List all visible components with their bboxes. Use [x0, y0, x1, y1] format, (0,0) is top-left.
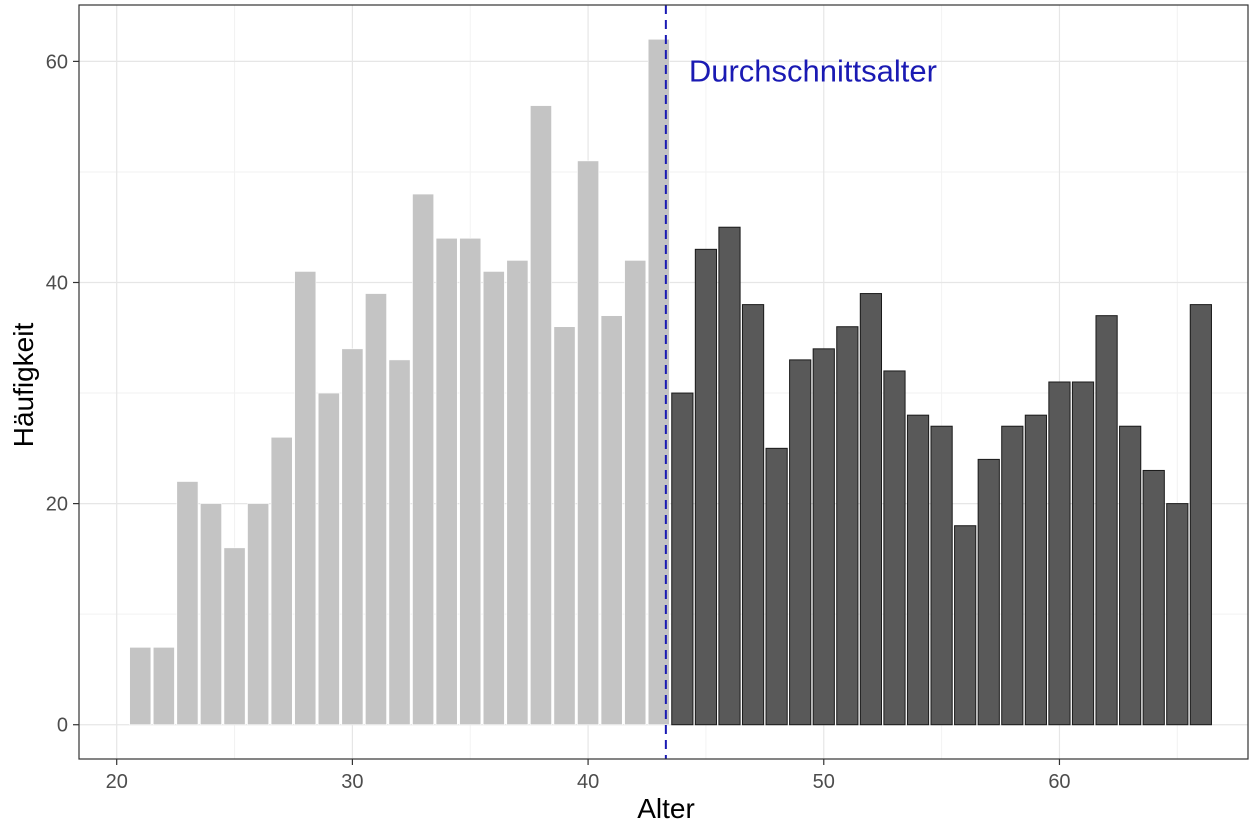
x-tick-label: 40	[577, 771, 599, 793]
y-tick-label: 0	[57, 715, 68, 737]
x-tick-label: 60	[1048, 771, 1070, 793]
bar-above-mean	[812, 348, 835, 726]
bar-above-mean	[836, 326, 859, 726]
x-tick-label: 20	[106, 771, 128, 793]
bar-below-mean	[435, 237, 458, 726]
bar-above-mean	[718, 226, 741, 726]
bar-below-mean	[412, 193, 435, 726]
bar-below-mean	[506, 260, 529, 726]
bar-above-mean	[954, 525, 977, 726]
y-axis-ticks: 0 20 40 60	[46, 51, 79, 737]
bar-above-mean	[977, 458, 1000, 726]
bars	[129, 38, 1212, 726]
bar-below-mean	[200, 503, 222, 726]
bar-below-mean	[341, 348, 364, 726]
bar-above-mean	[930, 425, 953, 726]
x-axis-title: Alter	[637, 793, 695, 824]
mean-marker: Durchschnittsalter	[664, 5, 937, 759]
y-tick-label: 40	[46, 272, 68, 294]
bar-below-mean	[294, 271, 317, 726]
bar-above-mean	[1071, 381, 1095, 726]
bar-below-mean	[365, 293, 387, 726]
bar-below-mean	[129, 647, 152, 726]
bar-below-mean	[624, 260, 647, 726]
x-axis-ticks: 20 30 40 50 60	[106, 759, 1071, 793]
bar-above-mean	[694, 248, 718, 726]
bar-below-mean	[152, 647, 175, 726]
bar-above-mean	[1142, 469, 1165, 726]
bar-above-mean	[1166, 503, 1189, 726]
bar-above-mean	[741, 304, 765, 726]
panel-border	[78, 4, 1249, 760]
y-tick-label: 60	[46, 51, 68, 73]
bar-below-mean	[247, 503, 270, 726]
bar-below-mean	[553, 326, 576, 726]
bar-above-mean	[1001, 425, 1024, 726]
bar-above-mean	[671, 392, 694, 726]
bar-below-mean	[176, 481, 199, 726]
bar-above-mean	[1189, 304, 1212, 726]
bar-below-mean	[530, 105, 552, 726]
y-axis-title: Häufigkeit	[8, 323, 39, 448]
bar-below-mean	[388, 359, 411, 726]
bar-below-mean	[317, 392, 340, 726]
bar-above-mean	[789, 359, 812, 726]
x-tick-label: 30	[341, 771, 363, 793]
bar-above-mean	[859, 293, 883, 726]
bar-below-mean	[577, 160, 599, 726]
bar-above-mean	[883, 370, 906, 726]
bar-below-mean	[459, 237, 482, 726]
bar-below-mean	[482, 271, 505, 726]
bar-above-mean	[1095, 315, 1118, 726]
bar-below-mean	[600, 315, 623, 726]
bar-below-mean	[223, 547, 246, 726]
x-tick-label: 50	[813, 771, 835, 793]
mean-label: Durchschnittsalter	[689, 53, 937, 88]
bar-below-mean	[647, 38, 670, 726]
bar-above-mean	[1119, 425, 1142, 726]
y-tick-label: 20	[46, 494, 68, 516]
bar-above-mean	[1048, 381, 1071, 726]
bar-below-mean	[270, 436, 293, 726]
bar-above-mean	[765, 447, 788, 726]
bar-above-mean	[1024, 414, 1047, 726]
bar-above-mean	[906, 414, 930, 726]
